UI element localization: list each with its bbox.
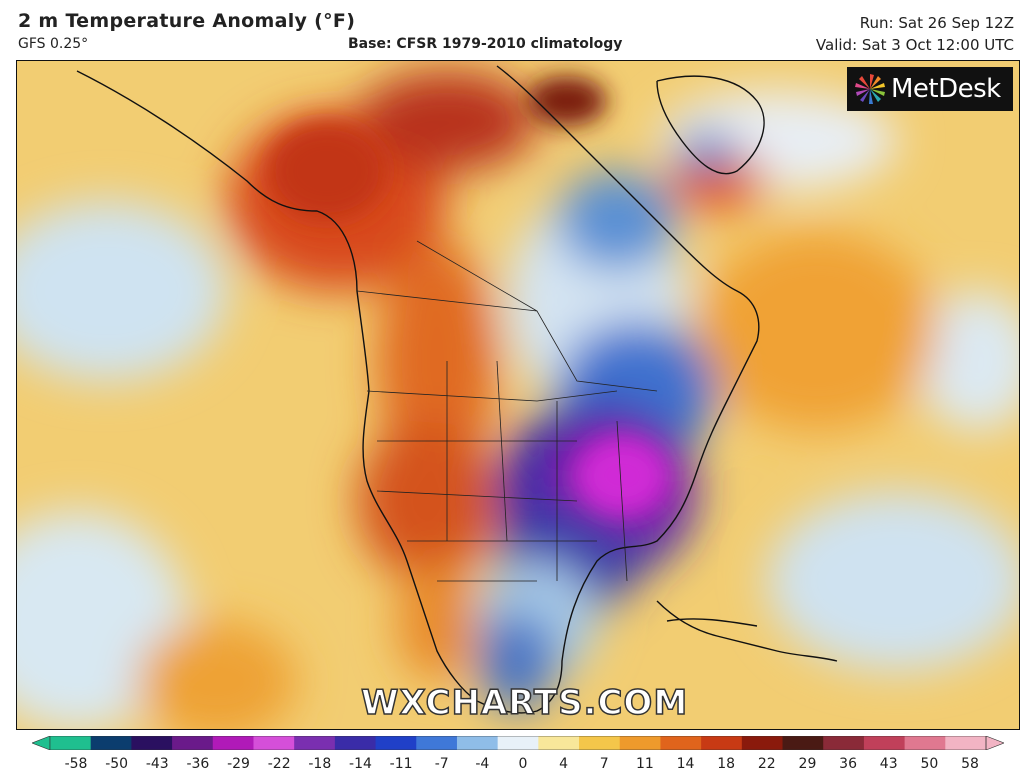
legend-color-segment	[416, 736, 458, 750]
legend-border	[49, 736, 987, 750]
legend-tick-label: 7	[599, 756, 609, 772]
run-time-label: Run: Sat 26 Sep 12Z	[859, 14, 1014, 32]
coastlines	[76, 65, 838, 714]
legend-color-segment	[375, 736, 417, 750]
legend-tick-label: -14	[349, 756, 372, 772]
model-label: GFS 0.25°	[18, 36, 89, 52]
metdesk-sunburst-icon	[855, 74, 885, 104]
legend-tick-label: -36	[186, 756, 210, 772]
legend-tick-label: 22	[757, 756, 776, 772]
valid-time-label: Valid: Sat 3 Oct 12:00 UTC	[815, 36, 1014, 54]
map-canvas	[17, 61, 1019, 729]
legend-tick-label: 50	[920, 756, 939, 772]
legend-color-segment	[619, 736, 661, 750]
legend-tick-label: -50	[105, 756, 129, 772]
anomaly-core	[267, 76, 667, 514]
legend-tick-label: 58	[961, 756, 979, 772]
legend-max-arrow	[985, 736, 1004, 750]
legend-tick-label: 4	[559, 756, 569, 772]
legend-color-segment	[538, 736, 580, 750]
legend-color-segment	[212, 736, 254, 750]
legend-color-segment	[741, 736, 784, 750]
chart-title: 2 m Temperature Anomaly (°F)	[18, 10, 356, 32]
legend-color-segment	[90, 736, 132, 750]
metdesk-logo-text: MetDesk	[891, 74, 1001, 104]
climatology-base-label: Base: CFSR 1979-2010 climatology	[348, 36, 623, 52]
legend-tick-label: 29	[798, 756, 817, 772]
legend-color-segment	[660, 736, 702, 750]
legend-color-segment	[131, 736, 173, 750]
legend-tick-label: -43	[145, 756, 169, 772]
legend-color-segment	[701, 736, 743, 750]
legend-tick-label: -29	[227, 756, 250, 772]
legend-tick-label: 18	[717, 756, 736, 772]
metdesk-logo: MetDesk	[847, 67, 1013, 111]
legend-tick-label: -7	[434, 756, 449, 772]
legend-color-segment	[253, 736, 295, 750]
legend-color-segment	[294, 736, 336, 750]
legend-tick-label: 36	[839, 756, 857, 772]
legend-color-segment	[823, 736, 865, 750]
political-borders	[356, 240, 658, 582]
legend-tick-label: 14	[676, 756, 695, 772]
legend-tick-label: -11	[389, 756, 413, 772]
legend-tick-label: 11	[635, 756, 654, 772]
legend-color-segment	[456, 736, 499, 750]
legend-color-segment	[50, 736, 92, 750]
temperature-anomaly-map: MetDesk WXCHARTS.COM	[16, 60, 1020, 730]
legend-color-segment	[172, 736, 214, 750]
legend-tick-label: -58	[64, 756, 88, 772]
legend-tick-label: -22	[267, 756, 291, 772]
legend-min-arrow	[32, 736, 51, 750]
legend-color-segment	[579, 736, 621, 750]
legend-color-segment	[863, 736, 906, 750]
color-scale-ticks: -58 -50 -43 -36 -29 -22 -18 -14 -11 -7 -4 0 4 7 11 14 18…	[0, 756, 1024, 776]
legend-tick-label: -4	[475, 756, 490, 772]
legend-tick-label: 43	[879, 756, 898, 772]
legend-tick-label: 0	[518, 756, 528, 772]
wxcharts-watermark: WXCHARTS.COM	[360, 682, 689, 724]
legend-color-segment	[945, 736, 987, 750]
legend-color-segment	[497, 736, 539, 750]
color-scale-bar	[32, 736, 1004, 750]
legend-color-segment	[334, 736, 377, 750]
legend-color-segment	[904, 736, 946, 750]
legend-tick-label: -18	[308, 756, 332, 772]
legend-color-segment	[782, 736, 824, 750]
